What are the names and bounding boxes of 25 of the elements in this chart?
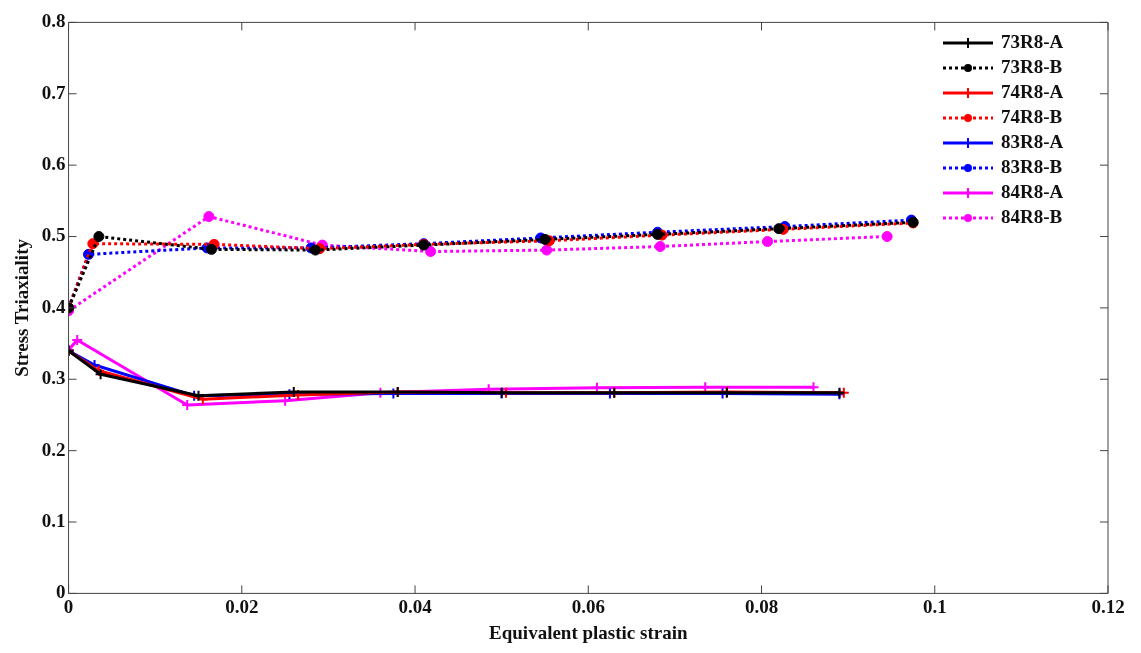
x-tick-label: 0.04	[398, 595, 433, 617]
y-tick-label: 0.6	[41, 153, 66, 175]
y-tick-label: 0.4	[41, 295, 67, 317]
x-tick-label: 0.02	[225, 595, 259, 617]
y-tick-label: 0.1	[41, 509, 66, 531]
legend-label: 73R8-A	[1001, 30, 1064, 52]
y-axis-title: Stress Triaxiality	[11, 238, 33, 377]
legend-label: 84R8-A	[1001, 180, 1064, 202]
y-tick-label: 0.5	[41, 224, 66, 246]
legend-label: 74R8-B	[1001, 105, 1063, 127]
y-tick-label: 0	[56, 581, 66, 603]
x-tick-label: 0.08	[744, 595, 779, 617]
x-axis-title: Equivalent plastic strain	[489, 621, 688, 643]
x-tick-label: 0.1	[922, 595, 947, 617]
y-tick-label: 0.3	[41, 367, 66, 389]
x-tick-label: 0.06	[571, 595, 605, 617]
y-tick-label: 0.8	[41, 10, 66, 32]
legend-label: 84R8-B	[1001, 205, 1063, 227]
x-tick-label: 0.12	[1091, 595, 1125, 617]
legend-label: 74R8-A	[1001, 80, 1064, 102]
y-tick-label: 0.7	[41, 81, 67, 103]
legend-label: 73R8-B	[1001, 55, 1063, 77]
y-tick-label: 0.2	[41, 438, 66, 460]
legend-label: 83R8-A	[1001, 130, 1064, 152]
legend-label: 83R8-B	[1001, 155, 1063, 177]
